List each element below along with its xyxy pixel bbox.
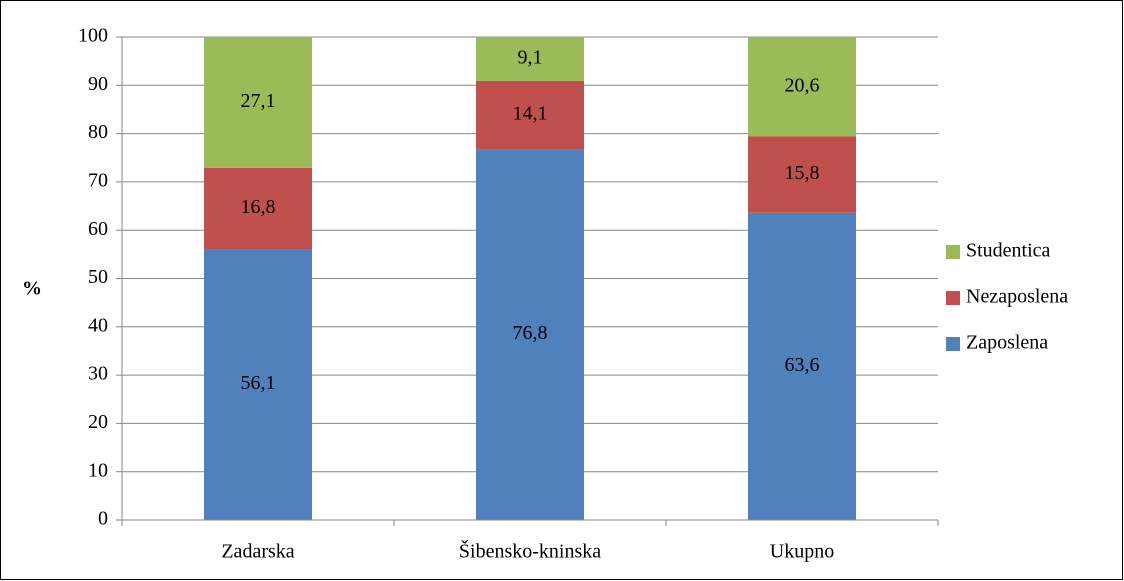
y-axis-label: % [22,278,42,300]
legend-swatch [946,245,960,259]
bar-segment [748,212,856,520]
y-tick-label: 90 [88,73,108,95]
y-tick-label: 0 [98,508,108,530]
bar-segment [476,80,584,150]
bar-segment [204,37,312,168]
bar-segment [204,249,312,521]
y-tick-label: 30 [88,363,108,385]
legend-label: Nezaposlena [966,286,1068,308]
x-tick-label: Zadarska [221,541,294,563]
bar-segment [748,37,856,137]
x-tick-label: Šibensko-kninska [459,539,601,563]
x-tick-label: Ukupno [770,541,834,563]
y-tick-label: 20 [88,411,108,433]
y-tick-label: 70 [88,169,108,191]
data-label: 76,8 [513,322,548,344]
y-tick-label: 60 [88,218,108,240]
bar-segment [476,37,584,81]
data-label: 56,1 [241,372,276,394]
y-tick-label: 40 [88,314,108,336]
legend-swatch [946,337,960,351]
bar-segment [204,167,312,250]
data-label: 15,8 [785,162,820,184]
bar-segment [748,136,856,213]
data-label: 20,6 [785,74,820,96]
data-label: 14,1 [513,103,548,125]
legend-label: Studentica [966,240,1051,262]
y-tick-label: 50 [88,266,108,288]
y-tick-label: 80 [88,121,108,143]
data-label: 63,6 [785,354,820,376]
data-label: 9,1 [518,47,543,69]
data-label: 27,1 [241,90,276,112]
y-tick-label: 10 [88,459,108,481]
legend-label: Zaposlena [966,332,1048,354]
y-tick-label: 100 [78,25,108,47]
bar-segment [476,149,584,520]
data-label: 16,8 [241,196,276,218]
legend-swatch [946,291,960,305]
